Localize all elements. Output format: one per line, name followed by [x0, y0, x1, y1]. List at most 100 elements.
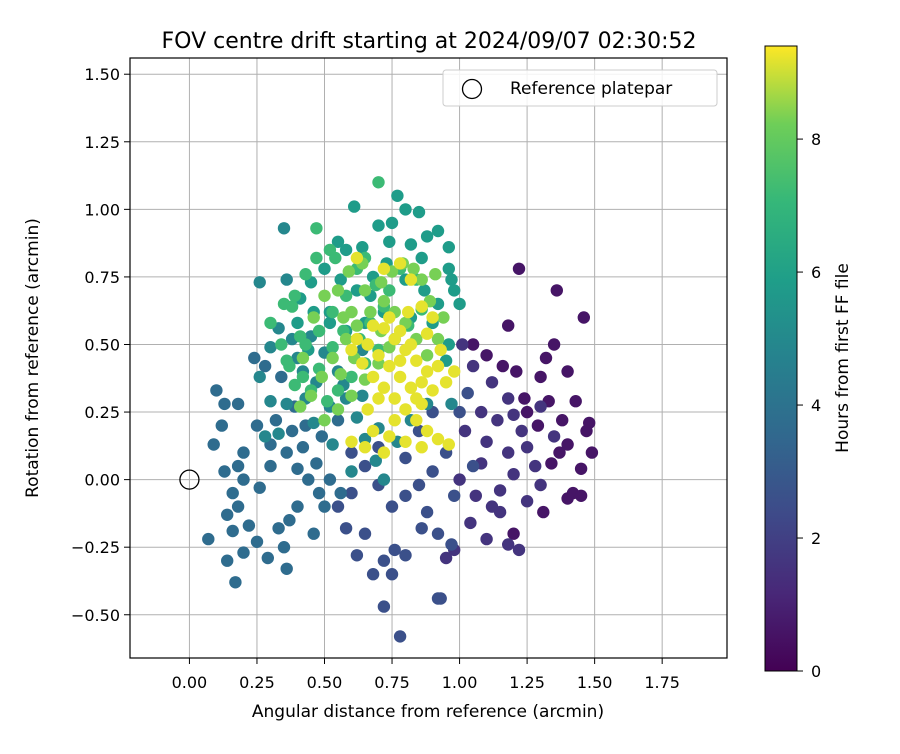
scatter-point — [231, 397, 245, 411]
scatter-point — [385, 568, 399, 581]
scatter-point — [285, 424, 299, 438]
x-tick-label: 1.00 — [442, 673, 478, 692]
scatter-point — [385, 216, 399, 230]
scatter-point — [339, 522, 353, 535]
scatter-point — [539, 351, 553, 365]
scatter-point — [339, 243, 353, 257]
scatter-point — [534, 370, 547, 384]
scatter-point — [272, 427, 285, 440]
x-tick-label: 0.00 — [172, 673, 208, 692]
scatter-point — [312, 324, 326, 338]
y-tick-label: 0.25 — [84, 403, 120, 422]
scatter-point — [350, 332, 364, 346]
scatter-point — [415, 300, 428, 313]
scatter-point — [250, 535, 264, 548]
scatter-point — [502, 446, 515, 459]
scatter-point — [264, 459, 277, 473]
scatter-point — [318, 500, 331, 513]
scatter-point — [345, 446, 358, 459]
scatter-point — [291, 316, 304, 330]
scatter-point — [404, 381, 418, 394]
scatter-point — [415, 397, 428, 411]
scatter-point — [404, 273, 418, 286]
scatter-point — [383, 311, 396, 324]
legend: Reference platepar — [442, 69, 718, 107]
scatter-point — [420, 349, 434, 362]
scatter-point — [231, 500, 245, 513]
scatter-point — [453, 297, 466, 311]
scatter-point — [258, 430, 272, 443]
scatter-point — [345, 343, 358, 357]
scatter-point — [466, 359, 480, 373]
scatter-point — [464, 516, 477, 530]
scatter-point — [372, 392, 385, 405]
scatter-point — [221, 554, 234, 567]
scatter-point — [345, 465, 358, 478]
grid — [130, 58, 727, 658]
scatter-point — [366, 568, 380, 581]
scatter-point — [296, 441, 310, 454]
scatter-point — [388, 392, 401, 405]
scatter-point — [310, 457, 323, 470]
scatter-point — [315, 370, 328, 384]
reference-platepar-marker — [179, 469, 200, 490]
scatter-point — [547, 338, 561, 351]
scatter-point — [307, 527, 320, 540]
scatter-point — [402, 305, 415, 319]
scatter-point — [574, 489, 588, 502]
scatter-point — [434, 592, 447, 605]
scatter-point — [545, 457, 558, 470]
scatter-point — [420, 505, 434, 519]
scatter-point — [475, 405, 488, 419]
scatter-point — [321, 395, 334, 408]
y-axis-label: Rotation from reference (arcmin) — [23, 218, 43, 498]
scatter-point — [399, 203, 412, 216]
scatter-point — [456, 338, 469, 351]
scatter-point — [480, 349, 493, 362]
scatter-point — [358, 441, 372, 454]
scatter-point — [383, 235, 396, 248]
scatter-point — [366, 424, 380, 438]
colorbar: 0 2 4 6 8 Hours from first FF file — [764, 45, 853, 681]
scatter-point — [437, 311, 450, 324]
chart-title: FOV centre drift starting at 2024/09/07 … — [162, 29, 697, 54]
scatter-point — [520, 405, 534, 419]
scatter-point — [345, 370, 358, 384]
scatter-point — [331, 284, 345, 297]
scatter-point — [485, 376, 499, 389]
scatter-point — [294, 330, 307, 343]
scatter-point — [420, 327, 434, 340]
scatter-point — [264, 395, 277, 408]
scatter-point — [518, 392, 531, 405]
scatter-point — [431, 224, 445, 238]
scatter-point — [280, 273, 293, 286]
scatter-points — [202, 176, 599, 643]
plot-frame — [129, 57, 728, 659]
scatter-point — [529, 459, 542, 473]
scatter-point — [229, 576, 242, 589]
scatter-point — [280, 562, 293, 575]
scatter-point — [345, 486, 358, 500]
scatter-point — [574, 462, 588, 475]
scatter-point — [399, 489, 412, 502]
scatter-point — [280, 354, 293, 367]
scatter-point — [272, 522, 285, 535]
scatter-point — [345, 435, 358, 448]
scatter-point — [507, 408, 520, 421]
scatter-point — [377, 554, 391, 567]
scatter-point — [337, 311, 350, 324]
scatter-point — [393, 354, 407, 367]
scatter-point — [350, 319, 364, 332]
scatter-point — [520, 441, 534, 454]
y-tick-label: 1.00 — [84, 200, 120, 219]
scatter-point — [415, 251, 428, 265]
scatter-point — [372, 176, 385, 189]
scatter-point — [315, 430, 328, 443]
scatter-point — [237, 546, 250, 559]
scatter-point — [534, 478, 547, 492]
scatter-point — [415, 376, 428, 389]
scatter-point — [399, 435, 412, 448]
scatter-point — [318, 414, 331, 427]
